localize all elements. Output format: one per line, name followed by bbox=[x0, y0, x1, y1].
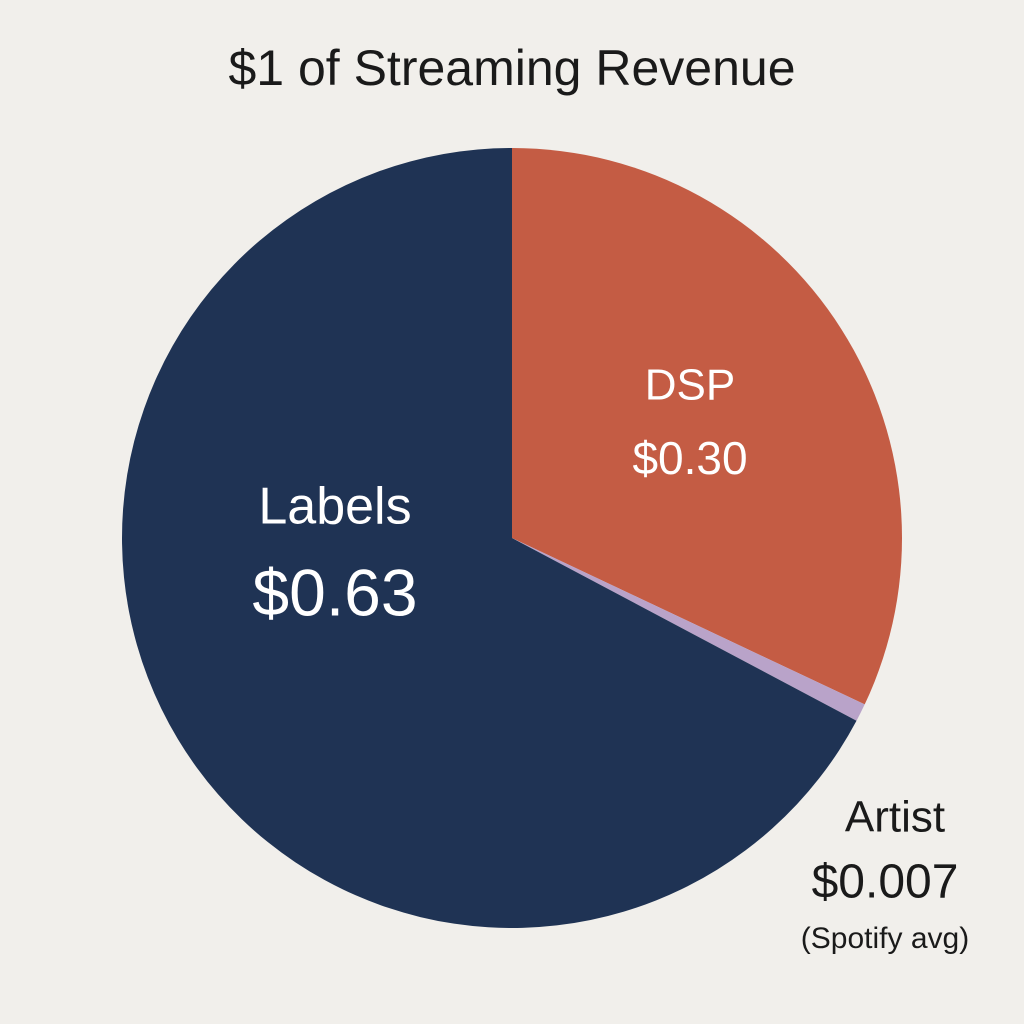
slice-label: Labels bbox=[258, 478, 411, 536]
chart-title: $1 of Streaming Revenue bbox=[228, 40, 795, 96]
pie-slice bbox=[512, 148, 902, 705]
pie bbox=[122, 148, 902, 928]
labels: DSP $0.30 Artist $0.007 (Spotify avg) Labels $… bbox=[252, 361, 969, 955]
value-label: $0.007 bbox=[812, 856, 959, 909]
slice-label: DSP bbox=[645, 361, 735, 410]
value-label: $0.30 bbox=[632, 432, 747, 484]
slice-label: Artist bbox=[845, 793, 945, 842]
pie-slice bbox=[122, 148, 857, 928]
pie-slice bbox=[512, 538, 865, 721]
annotation: (Spotify avg) bbox=[801, 922, 969, 955]
value-label: $0.63 bbox=[252, 555, 417, 629]
